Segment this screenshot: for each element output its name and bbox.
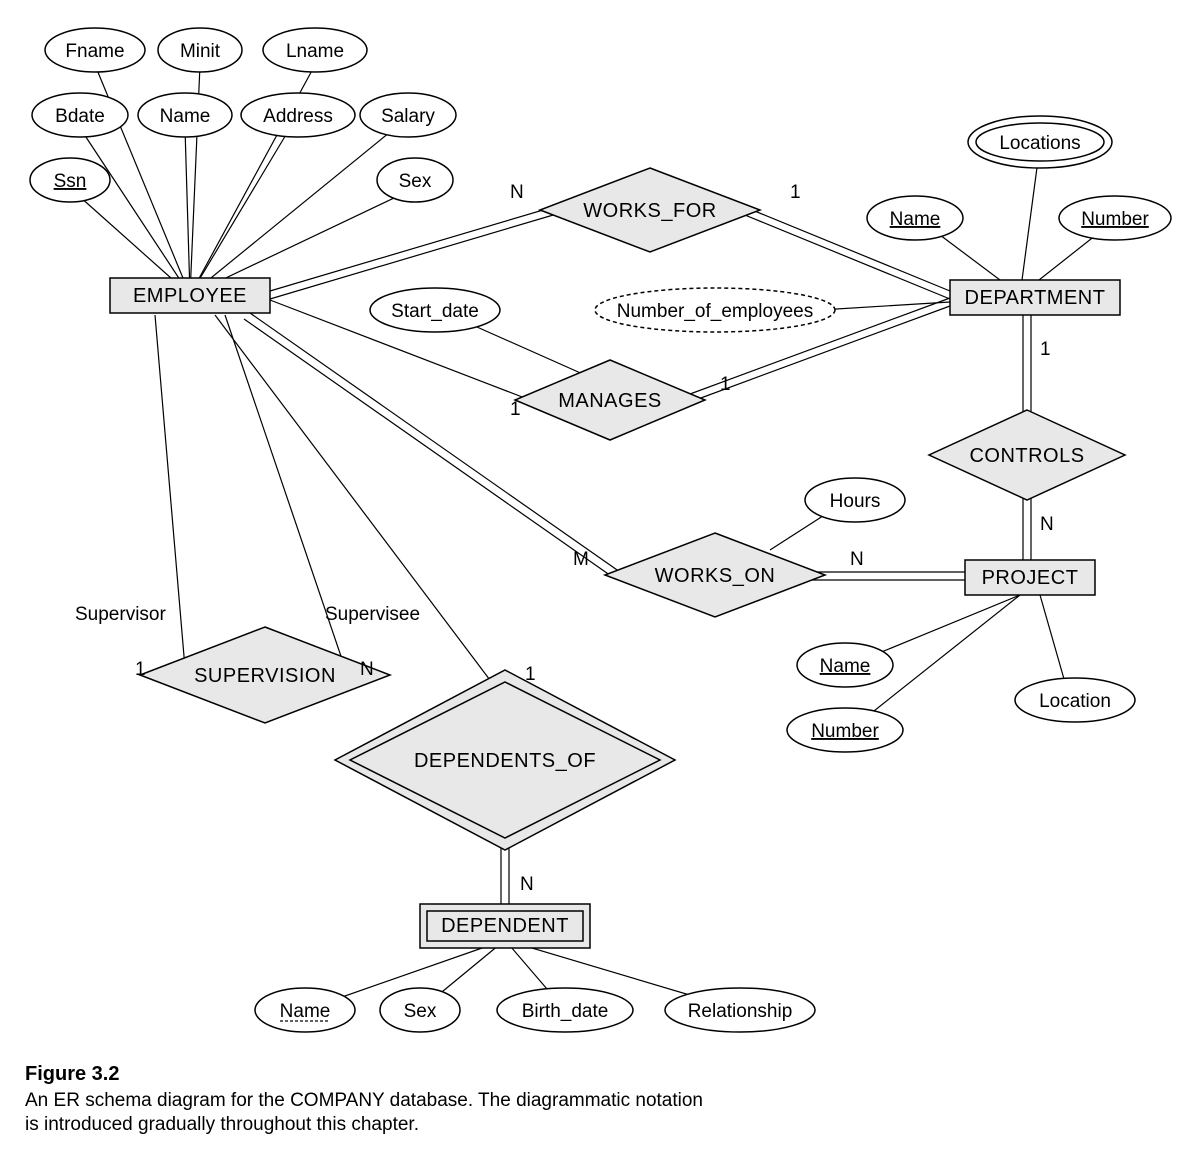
rel-manages-label: MANAGES (558, 390, 662, 412)
edge-emp-workson-b (244, 319, 614, 578)
attr-number-dept-label: Number (1081, 209, 1149, 230)
entity-employee-label: EMPLOYEE (133, 285, 247, 307)
caption-line2: is introduced gradually throughout this … (25, 1114, 419, 1135)
rel-supervision-label: SUPERVISION (194, 665, 336, 687)
caption-line1: An ER schema diagram for the COMPANY dat… (25, 1090, 703, 1111)
attr-salary-label: Salary (381, 106, 435, 127)
attr-lname-label: Lname (286, 41, 344, 62)
edge-emp-address (190, 128, 290, 295)
role-supervisee: Supervisee (325, 604, 420, 625)
card-manages-dept: 1 (720, 374, 731, 395)
card-controls-proj: N (1040, 514, 1054, 535)
card-manages-emp: 1 (510, 399, 521, 420)
card-worksfor-dept: 1 (790, 182, 801, 203)
attr-locations-label: Locations (999, 133, 1080, 154)
card-worksfor-emp: N (510, 182, 524, 203)
attr-sex-dep-label: Sex (404, 1001, 437, 1022)
entity-project-label: PROJECT (982, 567, 1079, 589)
card-supervision-supervisor: 1 (135, 659, 146, 680)
rel-dependents-of-label: DEPENDENTS_OF (414, 750, 596, 772)
card-workson-emp: M (573, 549, 589, 570)
entity-dependent-label: DEPENDENT (441, 915, 569, 937)
attr-fname-label: Fname (65, 41, 124, 62)
attr-name-emp-label: Name (160, 106, 211, 127)
card-supervision-supervisee: N (360, 659, 374, 680)
attr-hours-label: Hours (830, 491, 881, 512)
edge-dept-numemp (820, 302, 950, 310)
attr-relationship-label: Relationship (688, 1001, 793, 1022)
edge-emp-name (185, 128, 190, 295)
attr-name-dep-label: Name (280, 1001, 331, 1022)
attr-number-proj-label: Number (811, 721, 879, 742)
rel-works-for-label: WORKS_FOR (583, 200, 716, 222)
caption-title: Figure 3.2 (25, 1063, 119, 1085)
card-controls-dept: 1 (1040, 339, 1051, 360)
card-depof-dep: N (520, 874, 534, 895)
rel-works-on-label: WORKS_ON (655, 565, 776, 587)
rel-controls-label: CONTROLS (969, 445, 1084, 467)
role-supervisor: Supervisor (75, 604, 166, 625)
edge-emp-worksfor-a (270, 205, 560, 291)
attr-start-date-label: Start_date (391, 301, 479, 322)
attr-birth-date-label: Birth_date (522, 1001, 609, 1022)
attr-bdate-label: Bdate (55, 106, 105, 127)
card-workson-proj: N (850, 549, 864, 570)
attr-sex-emp-label: Sex (399, 171, 432, 192)
attr-name-dept-label: Name (890, 209, 941, 230)
card-depof-emp: 1 (525, 664, 536, 685)
attr-location-proj-label: Location (1039, 691, 1111, 712)
attr-ssn-label: Ssn (54, 171, 87, 192)
attr-address-label: Address (263, 106, 333, 127)
entity-department-label: DEPARTMENT (965, 287, 1106, 309)
edge-emp-worksfor-b (270, 213, 560, 299)
attr-minit-label: Minit (180, 41, 221, 62)
edge-emp-workson-a (250, 313, 620, 572)
attr-num-employees-label: Number_of_employees (617, 301, 813, 322)
attr-name-proj-label: Name (820, 656, 871, 677)
er-diagram: WORKS_FOR MANAGES CONTROLS WORKS_ON SUPE… (20, 20, 1181, 1138)
